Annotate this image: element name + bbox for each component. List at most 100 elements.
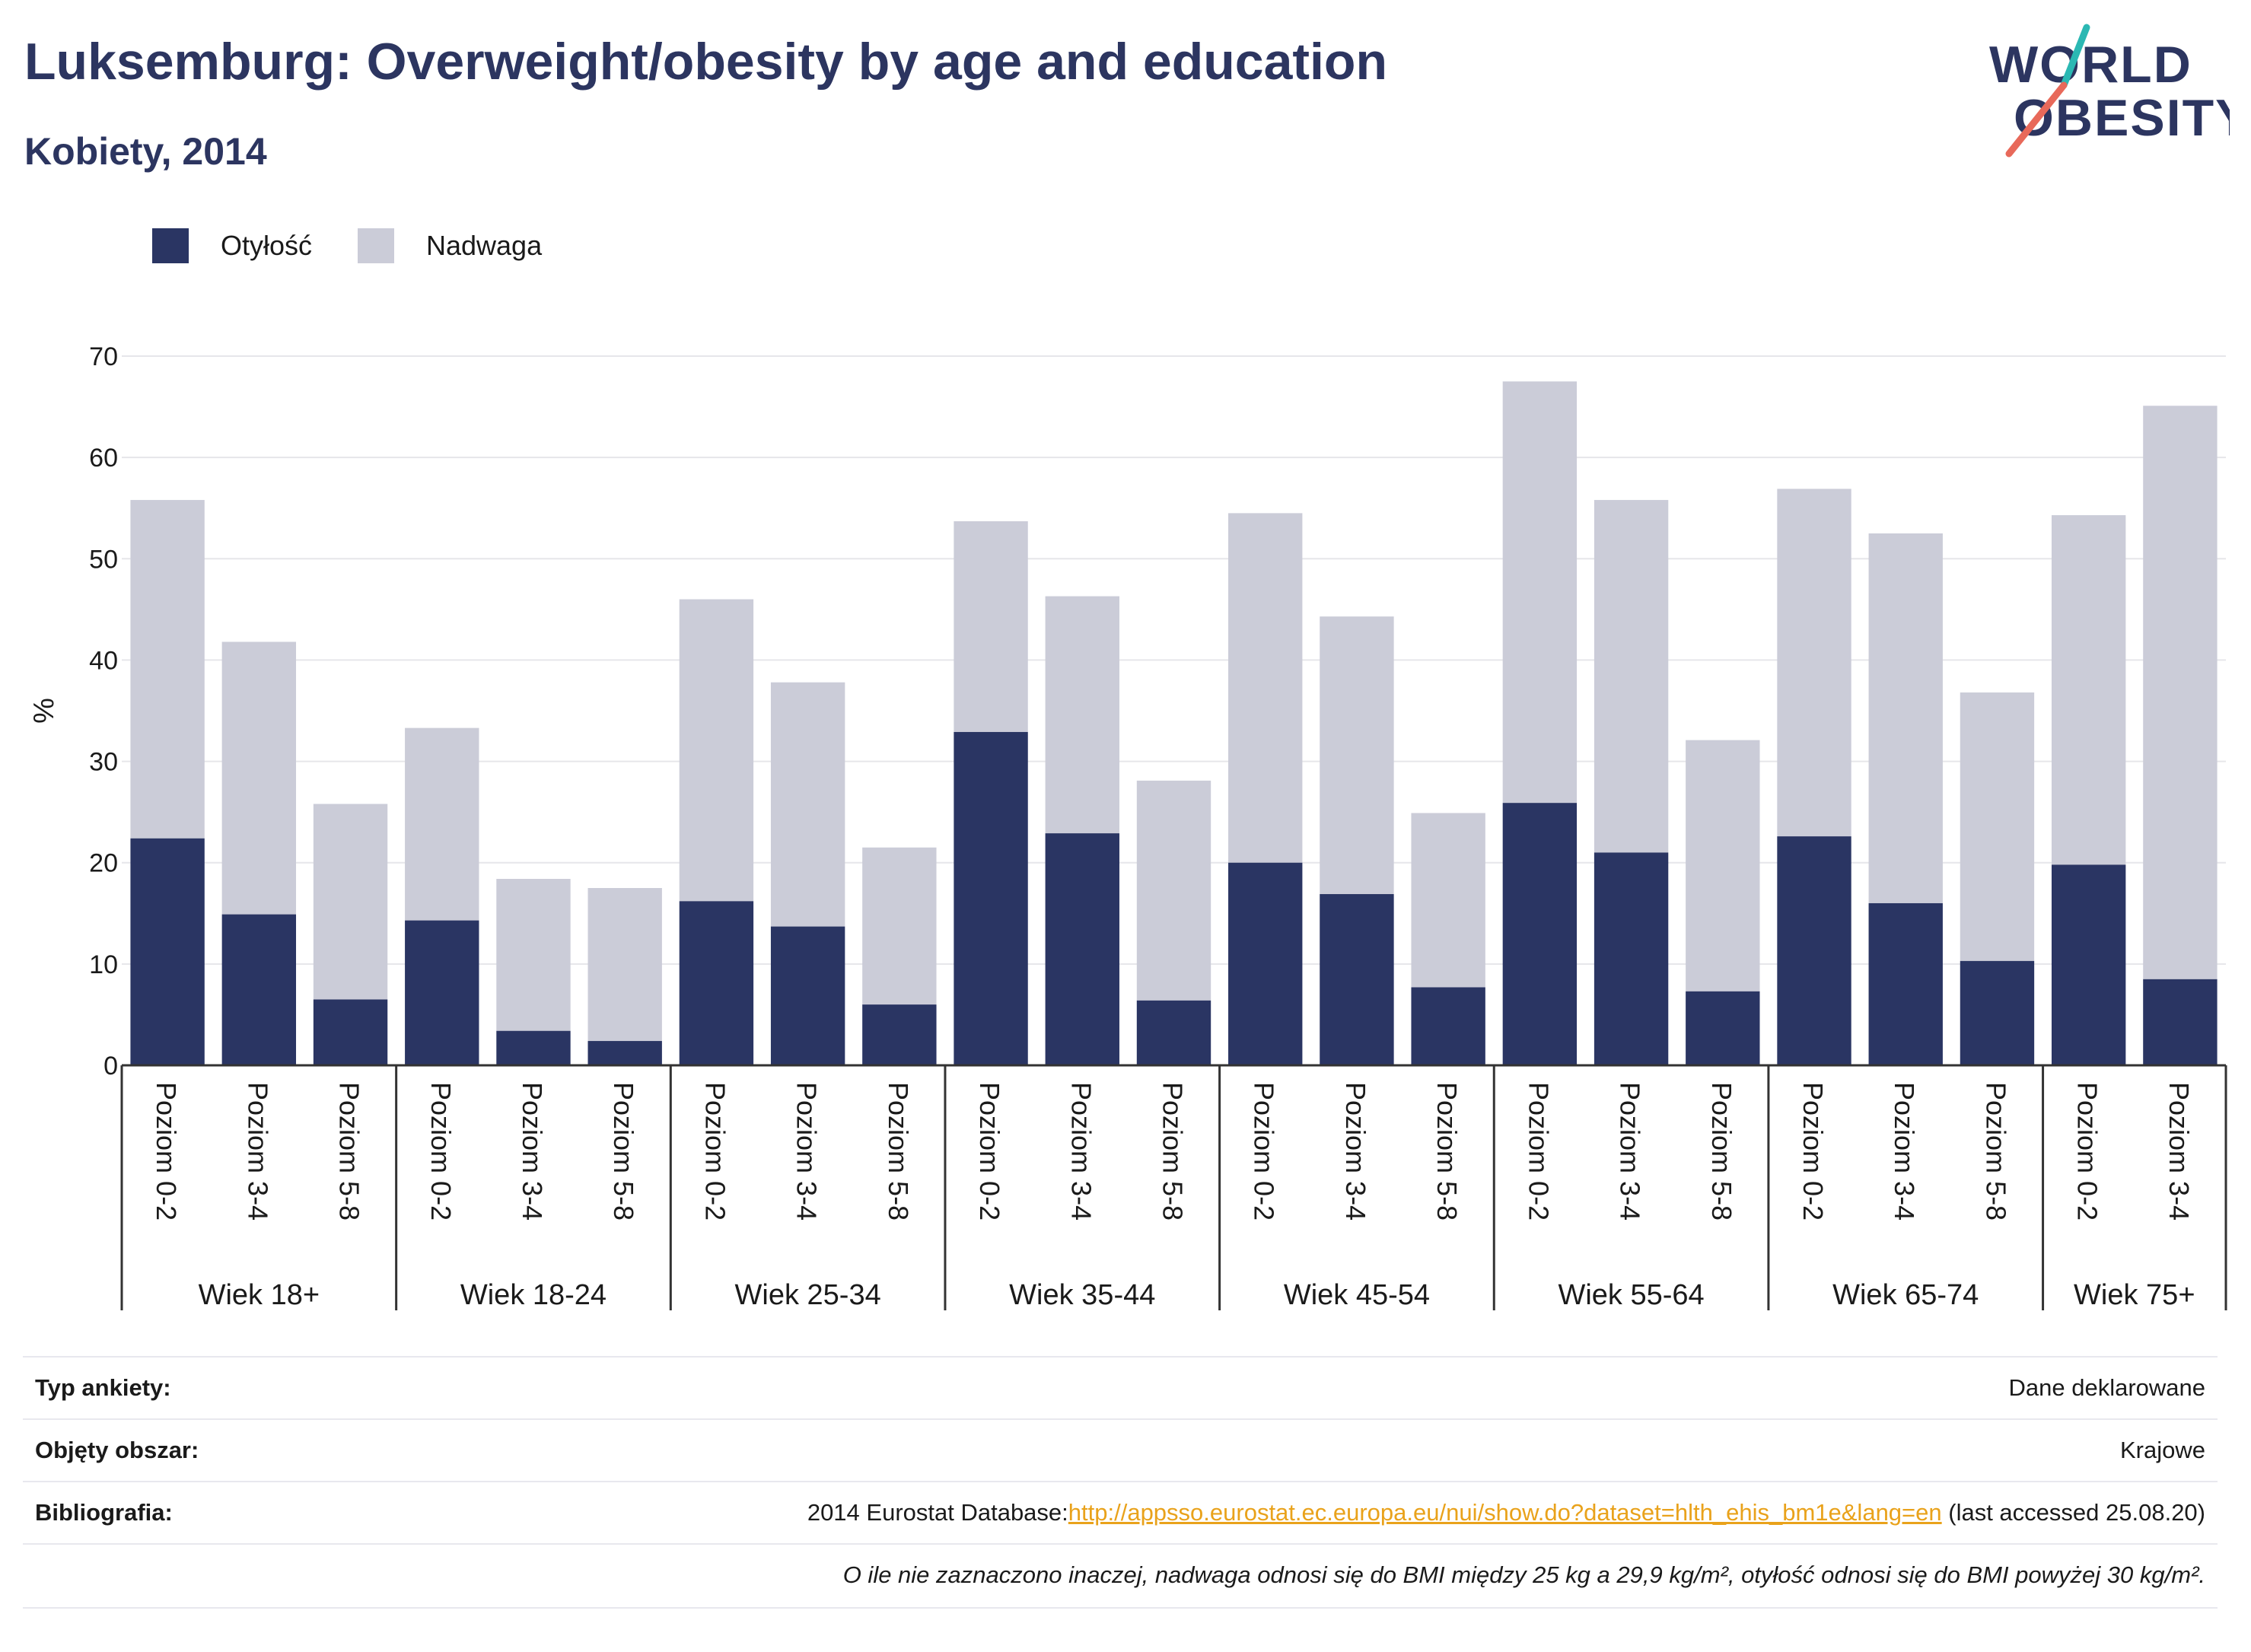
logo-line1: WORLD <box>1989 36 2192 94</box>
x-tick-label-5: Poziom 5-8 <box>608 1082 639 1221</box>
logo-slash-coral <box>2005 81 2068 158</box>
bar-obesity-1 <box>221 914 297 1065</box>
bar-overweight-16 <box>1594 500 1669 853</box>
x-tick-label-7: Poziom 3-4 <box>791 1082 823 1221</box>
stacked-bar-chart: 0 10 20 30 40 50 60 70% Poziom 0-2 Poziom 3-4 Pozi… <box>28 342 2227 1311</box>
bar-overweight-4 <box>496 879 571 1031</box>
bar-overweight-17 <box>1686 740 1760 992</box>
bar-overweight-11 <box>1136 780 1211 1001</box>
bar-overweight-13 <box>1320 616 1394 894</box>
bibliography-label: Bibliografia: <box>35 1499 173 1526</box>
x-tick-label-11: Poziom 5-8 <box>1157 1082 1189 1221</box>
bar-obesity-19 <box>1868 902 1943 1065</box>
x-tick-label-12: Poziom 0-2 <box>1249 1082 1280 1221</box>
y-tick-label-10: 10 <box>89 950 118 979</box>
group-label-0: Wiek 18+ <box>199 1279 320 1311</box>
logo-slash-teal <box>2060 24 2090 89</box>
bar-overweight-22 <box>2143 406 2218 979</box>
bar-overweight-9 <box>954 521 1028 732</box>
bar-overweight-20 <box>1960 692 2035 961</box>
footer-row-area: Objęty obszar: Krajowe <box>23 1418 2218 1482</box>
survey-type-label: Typ ankiety: <box>35 1374 171 1401</box>
bar-overweight-0 <box>130 500 205 839</box>
world-obesity-logo: WORLD OBESITY <box>1989 24 2230 158</box>
bar-overweight-2 <box>313 804 388 1000</box>
group-label-3: Wiek 35-44 <box>1009 1279 1155 1311</box>
bar-obesity-10 <box>1045 833 1119 1065</box>
x-tick-label-18: Poziom 0-2 <box>1797 1082 1829 1221</box>
bar-obesity-0 <box>130 838 205 1065</box>
y-tick-label-0: 0 <box>103 1052 118 1081</box>
x-tick-label-0: Poziom 0-2 <box>151 1082 182 1221</box>
bar-obesity-14 <box>1411 987 1485 1065</box>
bar-obesity-4 <box>496 1030 571 1065</box>
bar-obesity-20 <box>1960 960 2035 1065</box>
x-tick-label-10: Poziom 3-4 <box>1065 1082 1097 1221</box>
group-label-2: Wiek 25-34 <box>735 1279 881 1311</box>
bar-overweight-18 <box>1777 489 1851 837</box>
x-tick-label-3: Poziom 0-2 <box>425 1082 457 1221</box>
x-tick-label-21: Poziom 0-2 <box>2072 1082 2103 1221</box>
bar-overweight-8 <box>862 847 937 1005</box>
group-label-5: Wiek 55-64 <box>1558 1279 1704 1311</box>
legend-swatch-obesity <box>152 228 189 263</box>
bar-obesity-9 <box>954 731 1028 1065</box>
x-tick-label-19: Poziom 3-4 <box>1889 1082 1920 1221</box>
bar-obesity-2 <box>313 999 388 1065</box>
bar-overweight-6 <box>679 599 754 902</box>
bar-obesity-15 <box>1502 803 1578 1065</box>
bar-obesity-22 <box>2143 979 2218 1065</box>
coverage-label: Objęty obszar: <box>35 1437 199 1463</box>
group-label-6: Wiek 65-74 <box>1832 1279 1979 1311</box>
footer-row-survey: Typ ankiety: Dane deklarowane <box>23 1356 2218 1420</box>
x-tick-label-15: Poziom 0-2 <box>1523 1082 1554 1221</box>
x-tick-label-17: Poziom 5-8 <box>1706 1082 1737 1221</box>
y-tick-label-30: 30 <box>89 748 118 777</box>
legend-label-obesity: Otyłość <box>221 230 313 261</box>
coverage-value: Krajowe <box>2120 1437 2205 1463</box>
bibliography-link[interactable]: http://appsso.eurostat.ec.europa.eu/nui/… <box>1068 1499 1942 1526</box>
chart-subtitle: Kobiety, 2014 <box>24 130 267 173</box>
y-tick-label-50: 50 <box>89 545 118 574</box>
x-tick-label-16: Poziom 3-4 <box>1615 1082 1646 1221</box>
group-label-7: Wiek 75+ <box>2074 1279 2195 1311</box>
group-label-4: Wiek 45-54 <box>1284 1279 1430 1311</box>
bar-obesity-11 <box>1136 1000 1211 1065</box>
bar-obesity-6 <box>679 901 754 1065</box>
bibliography-suffix: (last accessed 25.08.20) <box>1941 1499 2205 1526</box>
x-tick-label-6: Poziom 0-2 <box>699 1082 731 1221</box>
bar-overweight-1 <box>221 641 297 915</box>
bar-obesity-12 <box>1228 862 1303 1065</box>
bar-obesity-13 <box>1320 893 1394 1065</box>
bar-overweight-7 <box>770 682 845 927</box>
bar-overweight-12 <box>1228 513 1303 863</box>
bar-obesity-16 <box>1594 852 1669 1065</box>
group-label-1: Wiek 18-24 <box>460 1279 607 1311</box>
x-tick-label-2: Poziom 5-8 <box>334 1082 365 1221</box>
legend-label-overweight: Nadwaga <box>426 230 543 261</box>
x-tick-label-14: Poziom 5-8 <box>1431 1082 1463 1221</box>
chart-title: Luksemburg: Overweight/obesity by age an… <box>24 33 1388 91</box>
bar-overweight-5 <box>587 888 662 1042</box>
bibliography-prefix: 2014 Eurostat Database: <box>807 1499 1068 1526</box>
bar-overweight-14 <box>1411 813 1485 988</box>
definition-note: O ile nie zaznaczono inaczej, nadwaga od… <box>842 1561 2205 1588</box>
bar-obesity-8 <box>862 1004 937 1065</box>
x-tick-label-22: Poziom 3-4 <box>2163 1082 2195 1221</box>
bar-obesity-17 <box>1686 991 1760 1065</box>
y-tick-label-70: 70 <box>89 342 118 371</box>
bibliography-value: 2014 Eurostat Database:http://appsso.eur… <box>807 1499 2205 1526</box>
bar-overweight-10 <box>1045 596 1119 834</box>
x-tick-label-1: Poziom 3-4 <box>242 1082 273 1221</box>
bar-overweight-21 <box>2051 515 2126 865</box>
bar-obesity-3 <box>405 920 479 1065</box>
footer-row-bibliography: Bibliografia: 2014 Eurostat Database:htt… <box>23 1481 2218 1545</box>
logo-line2: OBESITY <box>2014 89 2230 147</box>
footer-row-note: O ile nie zaznaczono inaczej, nadwaga od… <box>23 1543 2218 1609</box>
survey-type-value: Dane deklarowane <box>2008 1374 2205 1401</box>
bar-overweight-15 <box>1502 381 1578 804</box>
bar-overweight-3 <box>405 727 479 921</box>
y-tick-label-40: 40 <box>89 646 118 675</box>
legend-swatch-overweight <box>358 228 394 263</box>
x-tick-label-20: Poziom 5-8 <box>1980 1082 2011 1221</box>
